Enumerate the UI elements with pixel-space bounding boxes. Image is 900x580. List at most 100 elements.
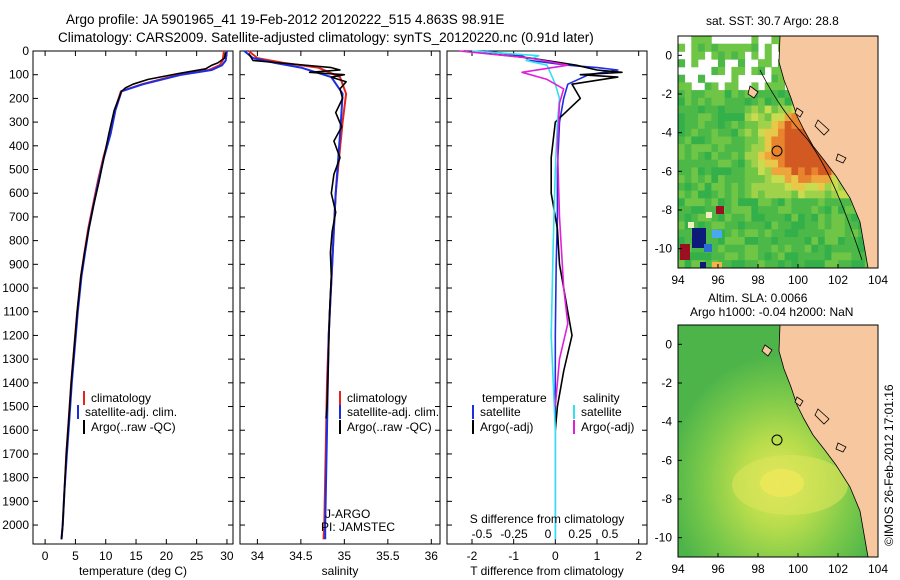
sst-cell bbox=[744, 151, 752, 161]
island-outline bbox=[814, 119, 830, 136]
sst-cell bbox=[751, 43, 759, 52]
y-tick-label: 100 bbox=[9, 68, 29, 82]
x-tick-label: 100 bbox=[788, 273, 808, 287]
sst-cell bbox=[851, 237, 859, 246]
sst-cell bbox=[718, 213, 726, 222]
sst-cell bbox=[771, 66, 779, 76]
sst-cell bbox=[744, 128, 752, 137]
sst-cell bbox=[744, 198, 752, 207]
sst-cell bbox=[711, 252, 719, 261]
sst-cell bbox=[678, 229, 686, 238]
sst-cell bbox=[804, 167, 812, 176]
sst-cell bbox=[838, 237, 846, 246]
series-line-t-satellite bbox=[484, 50, 619, 540]
sst-cell bbox=[778, 113, 786, 122]
sst-cell bbox=[844, 206, 852, 215]
island-outline bbox=[747, 85, 759, 99]
sst-cell bbox=[718, 237, 726, 246]
sst-cell bbox=[784, 136, 792, 145]
sst-cell bbox=[711, 66, 719, 76]
sst-cell bbox=[758, 206, 766, 215]
sst-cell bbox=[858, 252, 866, 261]
sst-cell bbox=[791, 221, 799, 230]
sla-map-title-1: Altim. SLA: 0.0066 bbox=[708, 291, 808, 305]
sst-cell bbox=[798, 159, 806, 168]
difference-top-ticks: -0.5 -0.25 0 0.25 0.5 bbox=[472, 527, 619, 541]
sst-cell bbox=[718, 66, 726, 76]
sst-cell bbox=[684, 159, 692, 168]
sst-cell bbox=[791, 237, 799, 246]
sst-cell bbox=[758, 198, 766, 207]
y-tick-label: -6 bbox=[661, 164, 672, 178]
top-tick-label: -0.25 bbox=[500, 527, 528, 541]
sst-cell bbox=[811, 151, 819, 161]
sst-cell bbox=[784, 90, 792, 99]
sst-cell bbox=[738, 128, 746, 137]
sst-cell bbox=[818, 237, 826, 246]
sst-cell bbox=[691, 244, 699, 253]
x-tick-label: 35 bbox=[338, 549, 352, 563]
sst-cell bbox=[851, 213, 859, 222]
sst-cell bbox=[758, 121, 766, 130]
sst-cell bbox=[691, 97, 699, 106]
sst-cell bbox=[798, 136, 806, 145]
sst-cell bbox=[764, 151, 772, 161]
sst-cell bbox=[731, 97, 739, 106]
sst-cell bbox=[798, 167, 806, 176]
sst-cell bbox=[731, 105, 739, 114]
sst-cell bbox=[704, 167, 712, 176]
sst-cell bbox=[831, 244, 839, 253]
sst-cell bbox=[778, 136, 786, 145]
sst-cell bbox=[798, 252, 806, 261]
sst-cell bbox=[691, 59, 699, 68]
sst-cell bbox=[738, 159, 746, 168]
sst-cell bbox=[778, 252, 786, 261]
sst-cell bbox=[718, 59, 726, 68]
sst-cell bbox=[751, 198, 759, 207]
sst-cell bbox=[678, 97, 686, 106]
sst-cell bbox=[698, 36, 706, 45]
sst-cell bbox=[771, 198, 779, 207]
sst-cell bbox=[711, 90, 719, 99]
sst-cell bbox=[738, 151, 746, 161]
sst-cell bbox=[691, 213, 699, 222]
sst-cell bbox=[738, 43, 746, 52]
sst-cell bbox=[771, 36, 779, 45]
sst-cell bbox=[784, 128, 792, 137]
x-tick-label: 25 bbox=[190, 549, 204, 563]
sst-cell bbox=[851, 244, 859, 253]
sst-cell bbox=[718, 51, 726, 60]
sst-cell bbox=[698, 97, 706, 106]
y-tick-label: 1500 bbox=[2, 400, 29, 414]
sst-cell bbox=[711, 198, 719, 207]
sst-cell bbox=[818, 175, 826, 184]
sst-cell bbox=[804, 190, 812, 199]
sst-cell bbox=[718, 159, 726, 168]
y-tick-label: -2 bbox=[661, 87, 672, 101]
sst-cell bbox=[678, 221, 686, 230]
sst-cell bbox=[784, 260, 792, 268]
sst-cell bbox=[751, 229, 759, 238]
sst-cell bbox=[684, 151, 692, 161]
sst-cell bbox=[684, 198, 692, 207]
sst-cell bbox=[711, 175, 719, 184]
salinity-panel: 34 34.5 35 35.5 36 salinity climatology sate… bbox=[239, 50, 441, 578]
sst-cell bbox=[764, 136, 772, 145]
sst-cell bbox=[771, 97, 779, 106]
sst-cell bbox=[712, 230, 722, 238]
sst-cell bbox=[691, 43, 699, 52]
sst-cell bbox=[784, 144, 792, 153]
island-outline bbox=[761, 344, 773, 357]
sst-cell bbox=[711, 128, 719, 137]
sst-cell bbox=[691, 159, 699, 168]
sst-cell bbox=[731, 51, 739, 60]
sst-cell bbox=[771, 121, 779, 130]
sst-cell bbox=[724, 128, 732, 137]
sst-cell bbox=[704, 206, 712, 215]
sst-cell bbox=[718, 144, 726, 153]
sst-cell bbox=[738, 182, 746, 192]
sst-cell bbox=[791, 198, 799, 207]
sst-cell bbox=[851, 229, 859, 238]
sst-cell bbox=[718, 221, 726, 230]
sst-cell bbox=[771, 136, 779, 145]
